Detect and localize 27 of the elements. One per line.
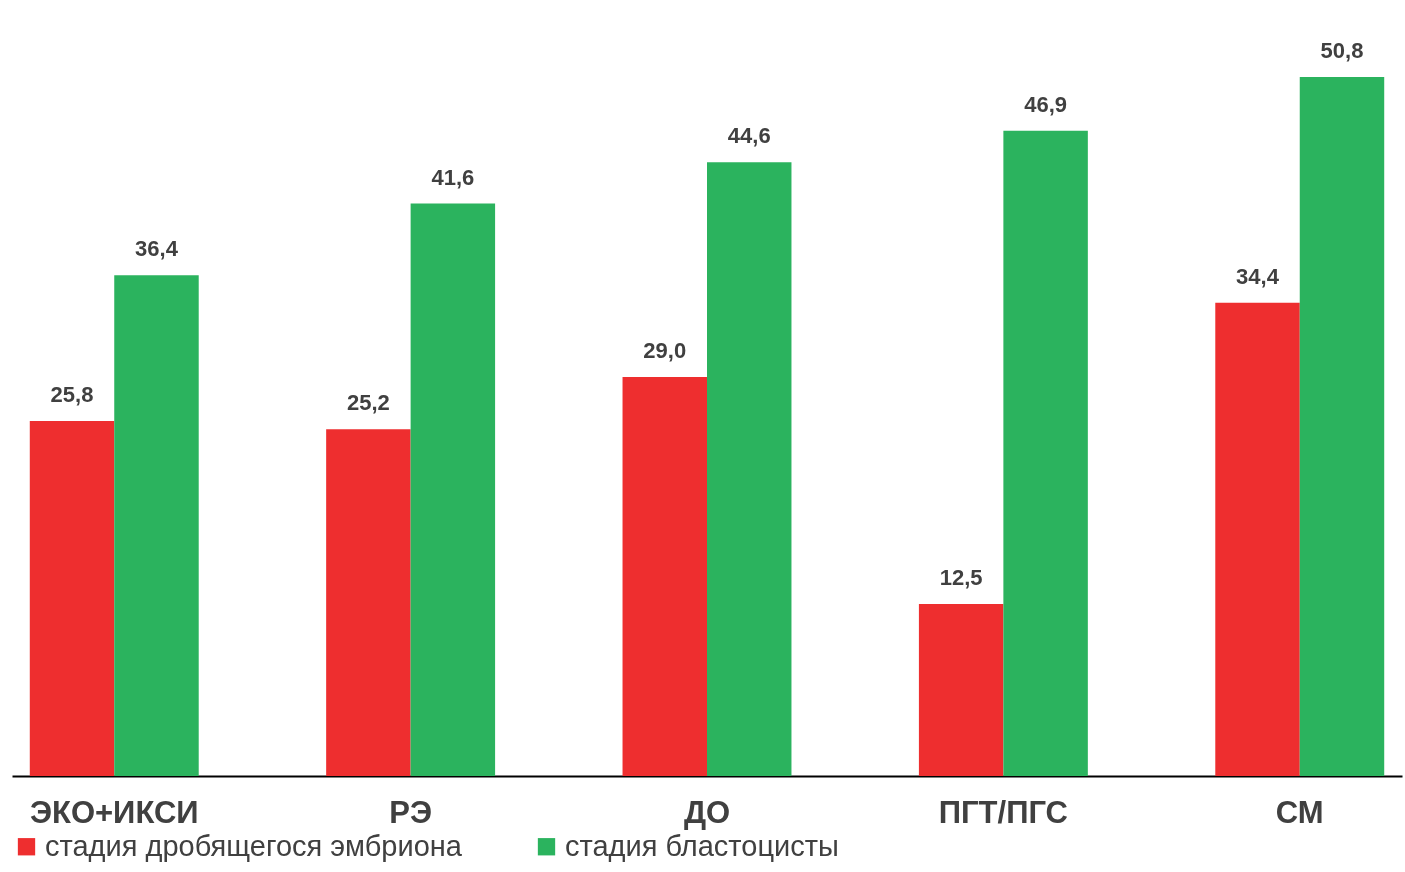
bar — [410, 203, 496, 776]
data-label: 44,6 — [727, 123, 771, 149]
x-tick-label: ДО — [683, 794, 731, 830]
data-label: 46,9 — [1024, 91, 1068, 117]
legend-label: стадия дробящегося эмбриона — [45, 829, 463, 862]
bar — [326, 429, 411, 776]
data-label: 34,4 — [1236, 263, 1280, 289]
x-tick-label: ПГТ/ПГС — [938, 794, 1068, 830]
x-tick-label: СМ — [1275, 794, 1324, 830]
data-label: 41,6 — [431, 164, 475, 190]
bar — [1299, 77, 1385, 776]
data-label: 25,8 — [50, 382, 94, 407]
data-label: 25,2 — [346, 390, 390, 416]
data-label: 29,0 — [643, 337, 687, 363]
x-tick-label: РЭ — [389, 794, 432, 830]
bar — [1003, 130, 1088, 776]
bar — [622, 376, 707, 776]
data-label: 36,4 — [135, 236, 179, 262]
legend-label: стадия бластоцисты — [565, 829, 839, 862]
bar — [918, 604, 1004, 776]
bar — [1215, 302, 1300, 776]
bar — [114, 275, 199, 776]
bar — [29, 421, 115, 776]
data-label: 50,8 — [1320, 38, 1364, 63]
bar — [707, 162, 792, 776]
data-label: 12,5 — [939, 565, 983, 590]
x-tick-label: ЭКО+ИКСИ — [29, 794, 199, 830]
